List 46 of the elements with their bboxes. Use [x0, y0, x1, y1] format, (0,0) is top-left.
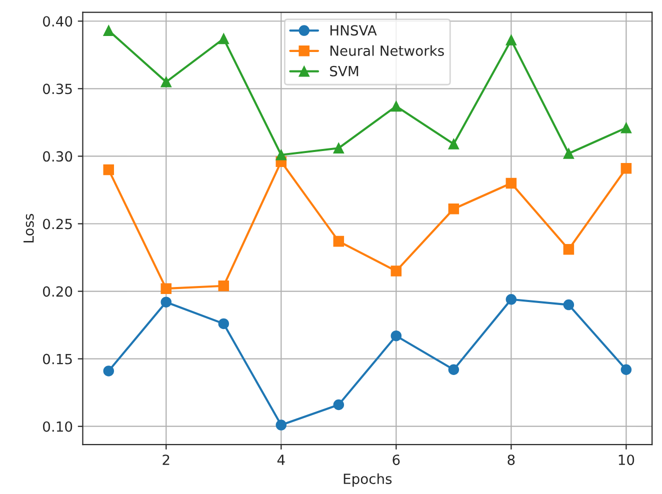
y-tick-label: 0.20	[43, 286, 72, 297]
point	[390, 100, 402, 112]
point	[218, 33, 230, 44]
point	[333, 142, 344, 154]
point	[448, 364, 460, 376]
point	[390, 330, 402, 342]
point	[103, 164, 114, 176]
point	[103, 366, 114, 376]
y-tick-label: 0.15	[43, 354, 72, 364]
point	[333, 399, 344, 410]
point	[506, 34, 517, 46]
point	[333, 236, 344, 247]
point	[563, 244, 574, 255]
y-tick-label: 0.25	[43, 218, 72, 230]
point	[448, 204, 460, 214]
y-tick-label: 0.40	[43, 16, 72, 27]
legend-label: HNSVA	[330, 25, 377, 36]
legend-label: Neural Networks	[330, 45, 444, 56]
x-tick-label: 6	[392, 454, 400, 466]
x-tick-label: 2	[162, 454, 170, 465]
x-tick-label: 8	[508, 454, 515, 466]
x-axis-title: Epochs	[344, 473, 392, 487]
point	[160, 283, 172, 294]
point	[218, 318, 230, 330]
y-tick-label: 0.10	[43, 421, 72, 432]
point	[448, 138, 460, 150]
point	[620, 162, 632, 174]
point	[506, 294, 517, 305]
y-tick-label: 0.30	[43, 151, 72, 162]
point	[620, 122, 632, 134]
point	[563, 299, 574, 310]
point	[160, 76, 172, 88]
point	[620, 364, 632, 376]
point	[276, 149, 287, 160]
x-tick-label: 4	[277, 454, 285, 465]
point	[276, 420, 287, 430]
y-tick-label: 0.35	[43, 84, 72, 94]
y-axis-title: Loss	[24, 214, 34, 242]
point	[103, 25, 114, 36]
point	[218, 280, 230, 292]
point	[390, 266, 402, 276]
legend-label: SVM	[330, 66, 358, 76]
x-tick-label: 10	[618, 454, 634, 466]
point	[506, 178, 517, 189]
point	[563, 148, 574, 159]
point	[160, 296, 172, 308]
